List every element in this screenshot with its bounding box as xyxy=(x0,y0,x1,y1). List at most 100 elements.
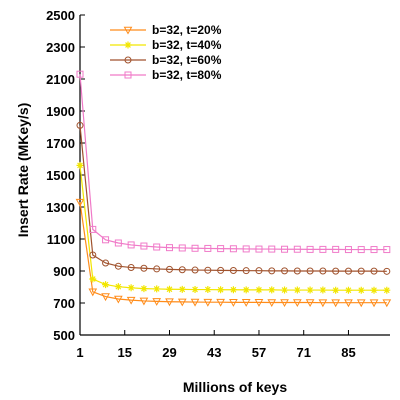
data-point xyxy=(306,245,314,253)
legend-marker xyxy=(124,56,132,64)
data-point xyxy=(267,299,277,308)
data-point xyxy=(178,266,186,274)
series-line xyxy=(79,74,387,251)
data-point xyxy=(75,198,85,207)
data-point xyxy=(369,299,379,308)
data-point xyxy=(281,286,289,294)
data-point xyxy=(306,267,314,275)
data-point xyxy=(178,244,186,252)
data-point xyxy=(191,266,199,274)
data-point xyxy=(217,286,225,294)
data-point xyxy=(204,286,212,294)
y-tick-label: 500 xyxy=(53,328,75,343)
data-point xyxy=(293,267,301,275)
data-point xyxy=(383,246,391,254)
y-tick-label: 1700 xyxy=(46,136,75,151)
data-point xyxy=(370,246,378,254)
data-point xyxy=(89,225,97,233)
data-point xyxy=(191,244,199,252)
series-1 xyxy=(75,198,392,308)
x-tick-label: 15 xyxy=(118,345,132,360)
series-2 xyxy=(76,161,391,294)
data-point xyxy=(152,298,162,306)
data-point xyxy=(255,267,263,275)
series-4 xyxy=(76,70,391,254)
series-layer xyxy=(75,70,392,308)
data-point xyxy=(229,245,237,253)
data-point xyxy=(280,299,289,308)
data-point xyxy=(89,251,97,259)
data-point xyxy=(293,286,301,294)
data-point xyxy=(370,267,378,275)
data-point xyxy=(356,299,366,308)
legend-label: b=32, t=60% xyxy=(152,53,222,67)
legend-entry-1: b=32, t=20% xyxy=(110,23,222,37)
y-tick-label: 2300 xyxy=(46,40,75,55)
data-point xyxy=(126,296,136,305)
data-point xyxy=(165,244,173,252)
y-axis-label: Insert Rate (MKey/s) xyxy=(15,103,31,238)
data-point xyxy=(344,299,353,308)
data-point xyxy=(114,295,123,304)
data-point xyxy=(332,286,340,294)
y-tick-label: 1300 xyxy=(46,200,75,215)
y-tick-label: 1900 xyxy=(46,104,75,119)
series-line xyxy=(79,125,387,272)
data-point xyxy=(229,299,238,307)
data-point xyxy=(318,299,328,308)
data-point xyxy=(344,267,352,275)
data-point xyxy=(382,299,392,308)
data-point xyxy=(76,121,84,129)
data-point xyxy=(242,245,250,253)
x-tick-label: 43 xyxy=(207,345,221,360)
data-point xyxy=(344,286,352,294)
data-point xyxy=(229,286,237,294)
series-line xyxy=(79,202,387,304)
data-point xyxy=(204,266,212,274)
data-point xyxy=(242,286,250,294)
data-point xyxy=(140,242,148,250)
data-point xyxy=(114,239,122,247)
data-point xyxy=(268,245,276,253)
data-point xyxy=(102,259,110,267)
y-tick-label: 900 xyxy=(53,264,75,279)
data-point xyxy=(332,245,340,253)
legend: b=32, t=20%b=32, t=40%b=32, t=60%b=32, t… xyxy=(110,23,222,82)
y-tick-label: 1500 xyxy=(46,168,75,183)
data-point xyxy=(102,281,110,289)
data-point xyxy=(255,286,263,294)
data-point xyxy=(127,241,135,249)
data-point xyxy=(292,299,302,308)
data-point xyxy=(319,286,327,294)
data-point xyxy=(165,265,173,273)
data-point xyxy=(268,267,276,275)
axes: 500 700 900 1100 1300 1500 1700 1900 2100 2300 250… xyxy=(46,8,390,360)
data-point xyxy=(153,285,161,293)
data-point xyxy=(190,298,200,307)
data-point xyxy=(242,267,250,275)
data-point xyxy=(88,288,98,297)
legend-entry-3: b=32, t=60% xyxy=(110,53,222,67)
legend-entry-2: b=32, t=40% xyxy=(110,38,222,52)
x-tick-label: 29 xyxy=(162,345,176,360)
x-axis-label: Millions of keys xyxy=(183,379,287,395)
data-point xyxy=(293,245,301,253)
y-tick-label: 700 xyxy=(53,296,75,311)
data-point xyxy=(178,285,186,293)
data-point xyxy=(357,267,365,275)
data-point xyxy=(319,245,327,253)
data-point xyxy=(357,246,365,254)
data-point xyxy=(191,286,199,294)
data-point xyxy=(344,246,352,254)
data-point xyxy=(229,267,237,275)
legend-marker xyxy=(123,26,133,35)
data-point xyxy=(102,236,110,244)
data-point xyxy=(241,299,251,307)
y-tick-label: 2500 xyxy=(46,8,75,23)
data-point xyxy=(383,267,391,275)
legend-entry-4: b=32, t=80% xyxy=(110,68,222,82)
data-point xyxy=(114,283,122,291)
data-point xyxy=(114,262,122,270)
data-point xyxy=(383,286,391,294)
